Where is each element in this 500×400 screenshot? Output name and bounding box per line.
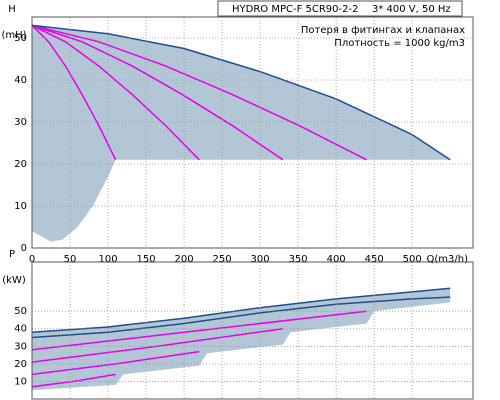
y-tick-label: 20 <box>14 159 27 170</box>
curve <box>31 327 284 363</box>
curve <box>31 24 284 161</box>
y-tick-label: 10 <box>14 201 27 212</box>
x-axis-label: Q(m3/h) <box>427 254 469 265</box>
header-box <box>217 0 463 17</box>
annotation: Потеря в фитингах и клапанах <box>301 25 465 36</box>
chart-title: HYDRO MPC-F 5CR90-2-2 <box>232 4 358 15</box>
x-tick-label: 300 <box>251 254 270 265</box>
x-tick-label: 250 <box>213 254 232 265</box>
y-tick-label: 30 <box>14 341 27 352</box>
y-axis-label: P <box>9 249 15 260</box>
x-tick-label: 350 <box>289 254 308 265</box>
x-tick-label: 150 <box>137 254 156 265</box>
y-axis-unit: (kW) <box>2 275 26 286</box>
plot-frame <box>31 261 474 400</box>
y-tick-label: 50 <box>14 306 27 317</box>
x-tick-label: 400 <box>327 254 346 265</box>
y-tick-label: 10 <box>14 376 27 387</box>
curve <box>31 373 116 388</box>
annotation: Плотность = 1000 kg/m3 <box>334 38 465 49</box>
curve <box>31 24 117 161</box>
y-tick-label: 0 <box>21 243 27 254</box>
chart-subtitle: 3* 400 V, 50 Hz <box>372 4 451 15</box>
y-tick-label: 50 <box>14 33 27 44</box>
x-tick-label: 450 <box>365 254 384 265</box>
plot-frame <box>31 16 474 249</box>
y-tick-label: 30 <box>14 117 27 128</box>
x-tick-label: 0 <box>29 254 35 265</box>
y-tick-label: 40 <box>14 324 27 335</box>
y-axis-unit: (mH) <box>1 30 26 41</box>
x-tick-label: 50 <box>64 254 77 265</box>
curve <box>31 24 200 161</box>
y-axis-label: H <box>8 4 16 15</box>
y-tick-label: 40 <box>14 75 27 86</box>
y-tick-label: 20 <box>14 359 27 370</box>
curve <box>31 24 367 161</box>
x-tick-label: 100 <box>98 254 117 265</box>
curve <box>31 350 200 376</box>
x-tick-label: 500 <box>403 254 422 265</box>
operating-area <box>32 25 451 242</box>
curve <box>31 310 367 351</box>
operating-area <box>32 288 451 391</box>
x-tick-label: 200 <box>175 254 194 265</box>
